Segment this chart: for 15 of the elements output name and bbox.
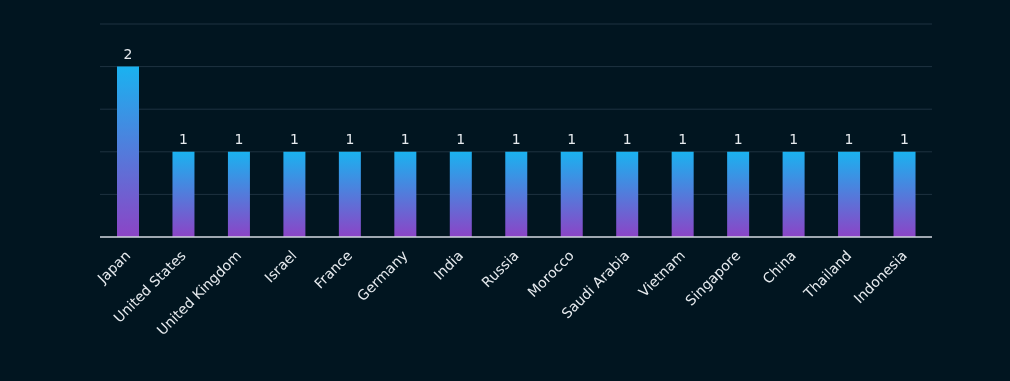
data-label: 1 [456,130,466,147]
data-label: 1 [234,130,244,147]
data-label: 1 [678,130,688,147]
data-label: 1 [844,130,854,147]
data-label: 1 [900,130,909,147]
data-label: 2 [123,45,133,62]
data-label: 1 [511,130,521,147]
data-label: 1 [622,130,632,147]
data-label: 1 [289,130,299,147]
data-label: 1 [733,130,743,147]
data-label: 1 [345,130,355,147]
data-label: 1 [400,130,410,147]
data-label: 1 [567,130,577,147]
data-label: 1 [179,130,188,147]
data-label: 1 [789,130,799,147]
